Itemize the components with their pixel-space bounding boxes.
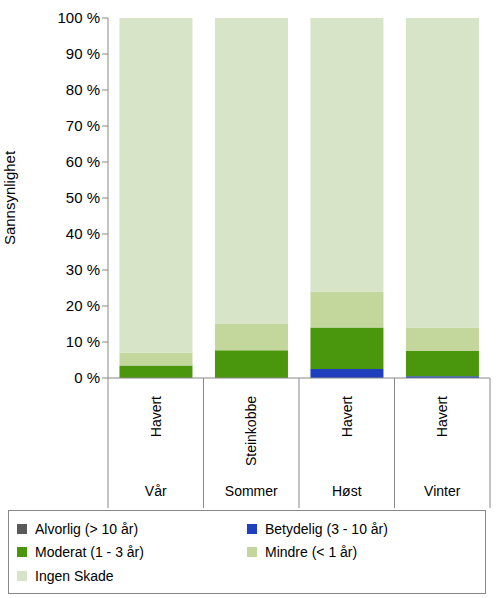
svg-text:Vinter: Vinter [424,483,461,499]
html-text:Alvorlig (> 10 år): Alvorlig (> 10 år) [35,520,139,537]
html-text:Betydelig (3 - 10 år): Betydelig (3 - 10 år) [265,520,388,537]
svg-text:Havert: Havert [434,396,450,437]
svg-text:90 %: 90 % [66,45,100,62]
svg-text:20 %: 20 % [66,297,100,314]
svg-text:Sommer: Sommer [225,483,278,499]
svg-text:30 %: 30 % [66,261,100,278]
svg-text:Steinkobbe: Steinkobbe [243,396,259,466]
svg-text:Vår: Vår [145,483,167,499]
svg-text:0 %: 0 % [74,369,100,386]
html-text:Moderat (1 - 3 år): Moderat (1 - 3 år) [35,544,144,560]
svg-text:100 %: 100 % [57,9,100,26]
svg-text:Sannsynlighet: Sannsynlighet [8,150,18,245]
svg-text:Høst: Høst [332,483,362,499]
html-text:Mindre (< 1 år): Mindre (< 1 år) [265,544,358,560]
svg-text:70 %: 70 % [66,117,100,134]
svg-text:40 %: 40 % [66,225,100,242]
html-text:Ingen Skade: Ingen Skade [35,567,114,584]
svg-text:80 %: 80 % [66,81,100,98]
svg-text:Havert: Havert [339,396,355,437]
svg-text:50 %: 50 % [66,189,100,206]
svg-text:Havert: Havert [148,396,164,437]
svg-text:10 %: 10 % [66,333,100,350]
svg-text:60 %: 60 % [66,153,100,170]
